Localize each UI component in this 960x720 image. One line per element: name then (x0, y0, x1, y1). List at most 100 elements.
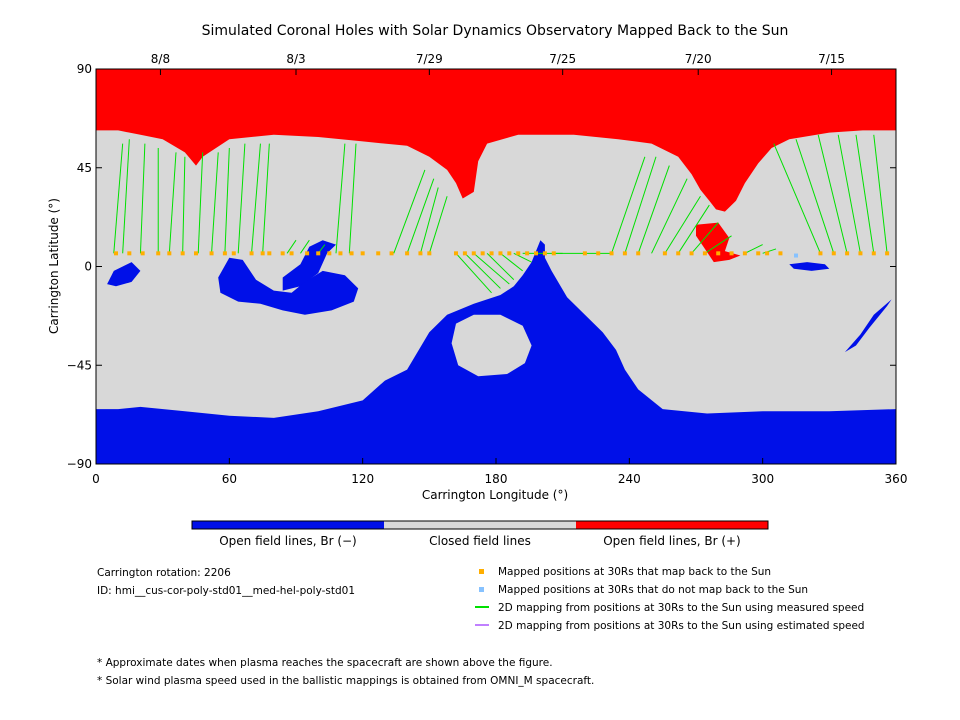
x-tick-label: 120 (351, 472, 374, 486)
mapped-position-point (516, 251, 521, 256)
mapped-position-point (267, 251, 272, 256)
x-tick-label: 360 (885, 472, 908, 486)
mapping-line-measured (473, 252, 510, 285)
top-date-tick-label: 7/25 (549, 52, 576, 66)
mapping-line-measured (611, 156, 646, 254)
mapped-position-point (280, 251, 285, 256)
mapped-position-point (376, 251, 381, 256)
mapped-position-point (305, 251, 310, 256)
mapped-position-point (885, 251, 890, 256)
mapping-line-measured (664, 196, 701, 254)
mapped-position-point (729, 251, 734, 256)
mapped-position-point (871, 251, 876, 256)
mapping-line-measured (348, 143, 357, 254)
axes-layer: 0 60 120 180 240 300 360 −90 −45 0 45 90 8/8 8/3 7/29 7… (67, 52, 908, 486)
mapping-line-measured (335, 143, 346, 254)
mapped-position-point (689, 251, 694, 256)
mapped-position-point (716, 251, 721, 256)
mapping-line-measured (393, 169, 426, 254)
x-tick-label: 300 (751, 472, 774, 486)
mapping-line-measured (139, 143, 146, 254)
mid-latitude-negative-region (282, 240, 336, 291)
mapping-line-measured (197, 152, 204, 254)
mapping-line-measured (262, 143, 270, 254)
legend-marker (479, 569, 484, 574)
mapped-points-layer (114, 251, 890, 258)
mapped-position-point (231, 251, 236, 256)
mapping-line-measured (113, 143, 124, 254)
mapped-position-point (389, 251, 394, 256)
chart-title: Simulated Coronal Holes with Solar Dynam… (202, 23, 789, 39)
mapping-line-measured (795, 139, 835, 254)
mapping-line-measured (773, 143, 821, 254)
colorbar: Open field lines, Br (−) Closed field lin… (191, 520, 769, 548)
southeast-negative-region (844, 299, 892, 353)
north-tail-positive-region (696, 222, 741, 263)
colorbar-frame (191, 520, 769, 530)
x-tick-label: 0 (92, 472, 100, 486)
mapping-line-measured (419, 187, 439, 254)
mapped-position-point (622, 251, 627, 256)
mapped-position-point (327, 251, 332, 256)
colorbar-label: Closed field lines (429, 534, 531, 548)
mapped-position-point (480, 251, 485, 256)
top-date-tick-label: 7/29 (416, 52, 443, 66)
legend: Mapped positions at 30Rs that map back t… (475, 566, 865, 632)
mapped-position-point (289, 251, 294, 256)
mid-latitude-negative-region (218, 257, 359, 315)
equatorial-negative-region (789, 262, 830, 271)
top-date-tick-label: 8/8 (151, 52, 170, 66)
mapped-position-point (831, 251, 836, 256)
mapping-line-measured (168, 152, 177, 254)
mapped-position-point (489, 251, 494, 256)
mapping-line-measured (744, 244, 763, 254)
mapped-position-point (114, 251, 118, 256)
carrington-rotation: Carrington rotation: 2206 (97, 567, 231, 579)
mapped-position-point (360, 251, 365, 256)
mapping-line-measured (624, 156, 657, 254)
legend-label: Mapped positions at 30Rs that do not map… (498, 584, 808, 596)
mapped-position-point (454, 251, 458, 256)
colorbar-label: Open field lines, Br (+) (603, 534, 741, 548)
mapped-position-point (582, 251, 587, 256)
mapping-line-measured (300, 239, 310, 254)
mapped-position-point (418, 251, 423, 256)
y-tick-label: −45 (67, 358, 92, 372)
x-tick-label: 60 (222, 472, 237, 486)
mapped-position-point (858, 251, 863, 256)
mapping-line-measured (211, 152, 219, 254)
mapped-position-point (222, 251, 227, 256)
y-tick-label: −90 (67, 457, 92, 471)
mapping-line-measured (704, 235, 732, 254)
mapped-position-point (471, 251, 476, 256)
mapped-position-point (316, 251, 321, 256)
equatorial-negative-region (107, 262, 141, 287)
mapped-position-point (167, 251, 172, 256)
mapped-position-point (596, 251, 601, 256)
mapping-line-measured (762, 248, 777, 254)
mapped-position-point (542, 251, 547, 256)
mapped-position-point (662, 251, 667, 256)
mapping-line-measured (637, 165, 670, 254)
legend-marker (479, 587, 484, 592)
unmapped-position-point (794, 253, 798, 258)
mapping-lines-layer (113, 134, 888, 294)
mapped-position-point (818, 251, 823, 256)
plot-area (95, 68, 897, 465)
mapped-position-point (525, 251, 530, 256)
mapped-position-point (405, 251, 410, 256)
mapped-position-point (676, 251, 681, 256)
top-date-tick-label: 8/3 (286, 52, 305, 66)
colorbar-segment (384, 521, 576, 529)
mapping-line-measured (486, 252, 515, 281)
mapped-position-point (140, 251, 145, 256)
legend-label: 2D mapping from positions at 30Rs to the… (498, 602, 864, 614)
mapping-line-measured (651, 178, 688, 254)
mapped-position-point (507, 251, 512, 256)
mapped-position-point (845, 251, 850, 256)
mapping-line-measured (837, 134, 861, 254)
mapping-line-measured (455, 252, 492, 294)
mapping-line-measured (251, 143, 261, 254)
mapped-position-point (180, 251, 185, 256)
